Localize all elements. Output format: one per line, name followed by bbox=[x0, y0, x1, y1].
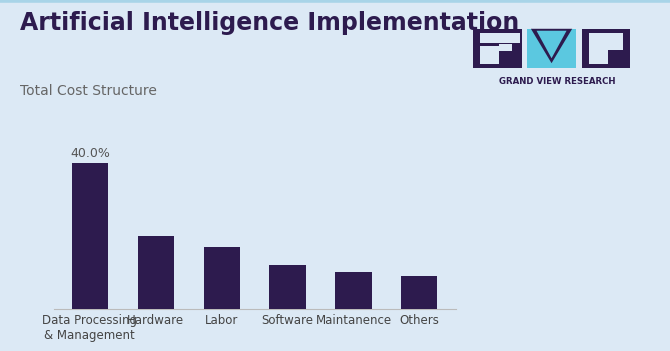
Bar bbox=[527, 29, 576, 68]
Bar bbox=[269, 265, 306, 309]
Bar bbox=[589, 42, 623, 51]
Bar bbox=[335, 272, 372, 309]
Polygon shape bbox=[537, 31, 567, 58]
Text: Artificial Intelligence Implementation: Artificial Intelligence Implementation bbox=[20, 11, 519, 34]
Bar bbox=[401, 276, 438, 309]
Bar bbox=[480, 33, 520, 42]
Bar bbox=[473, 29, 521, 68]
Text: 40.0%: 40.0% bbox=[70, 147, 110, 160]
Bar bbox=[499, 44, 512, 51]
Polygon shape bbox=[531, 29, 572, 63]
Bar bbox=[589, 33, 623, 42]
Bar bbox=[589, 51, 608, 64]
Bar bbox=[137, 236, 174, 309]
Bar bbox=[72, 163, 108, 309]
Bar bbox=[582, 29, 630, 68]
Text: Total Cost Structure: Total Cost Structure bbox=[20, 84, 157, 98]
Bar bbox=[480, 46, 499, 64]
Text: GRAND VIEW RESEARCH: GRAND VIEW RESEARCH bbox=[499, 77, 616, 86]
Bar bbox=[204, 247, 240, 309]
